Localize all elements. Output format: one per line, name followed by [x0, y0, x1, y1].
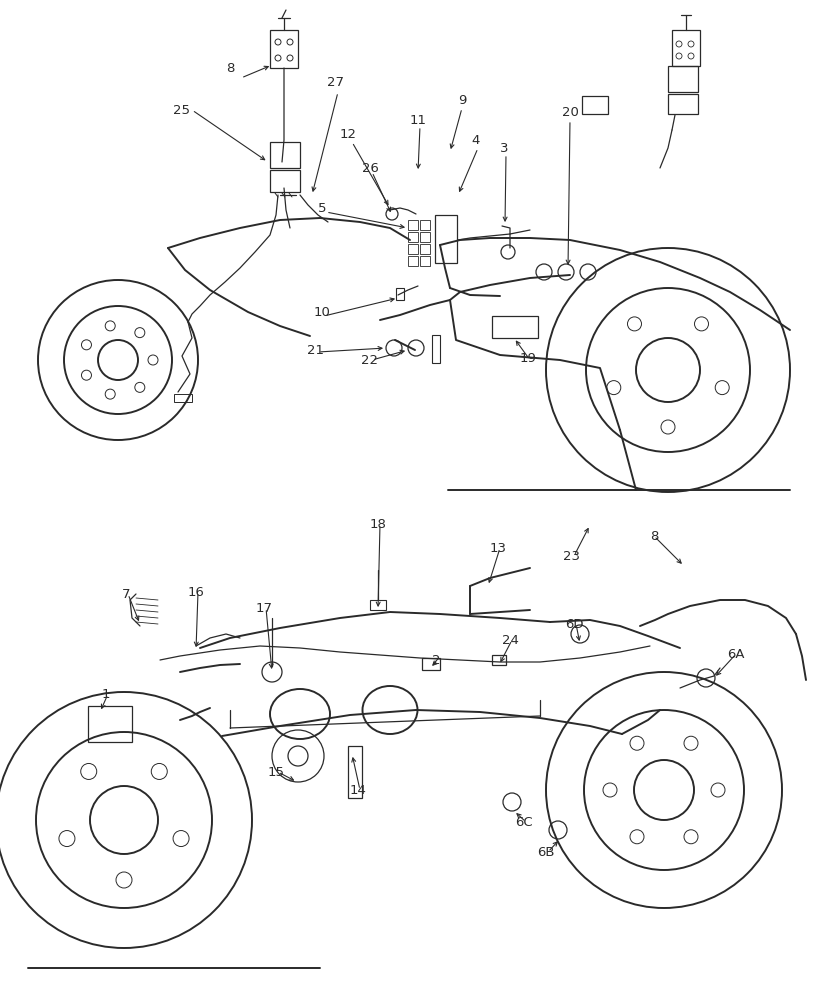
Bar [420, 220, 430, 230]
Text: 8: 8 [650, 530, 659, 542]
Bar [492, 655, 506, 665]
Bar [420, 256, 430, 266]
Bar [420, 244, 430, 254]
Bar [270, 170, 300, 192]
Bar [396, 288, 404, 300]
Text: 23: 23 [564, 550, 580, 562]
Text: 22: 22 [361, 354, 379, 366]
Text: 21: 21 [308, 344, 325, 357]
Bar [270, 142, 300, 168]
Text: 25: 25 [174, 104, 190, 116]
Bar [370, 600, 386, 610]
Bar [432, 335, 440, 363]
Text: 6B: 6B [537, 846, 555, 858]
Bar [668, 66, 698, 92]
Text: 26: 26 [361, 161, 379, 174]
Text: 6D: 6D [565, 617, 583, 631]
Bar [435, 215, 457, 263]
Bar [270, 30, 298, 68]
Bar [582, 96, 608, 114]
Text: 12: 12 [339, 128, 357, 141]
Text: 18: 18 [370, 518, 387, 530]
Text: 17: 17 [255, 601, 273, 614]
Text: 14: 14 [349, 784, 366, 796]
Bar [408, 256, 418, 266]
Text: 6A: 6A [727, 648, 745, 660]
Text: 5: 5 [317, 202, 326, 215]
Bar [422, 658, 440, 670]
Text: 24: 24 [502, 634, 518, 647]
Text: 11: 11 [410, 113, 427, 126]
Bar [668, 94, 698, 114]
Text: 15: 15 [268, 766, 285, 778]
Text: 3: 3 [499, 141, 508, 154]
Bar [672, 30, 700, 66]
Text: 19: 19 [520, 352, 536, 364]
Text: 10: 10 [313, 306, 330, 318]
Text: 8: 8 [226, 62, 234, 75]
Bar [492, 316, 538, 338]
Bar [174, 394, 192, 402]
Text: 4: 4 [472, 133, 480, 146]
Text: 27: 27 [326, 76, 344, 89]
Text: 6C: 6C [515, 816, 533, 828]
Text: 20: 20 [561, 105, 579, 118]
Bar [408, 244, 418, 254]
Text: 7: 7 [122, 587, 131, 600]
Text: 2: 2 [432, 654, 441, 666]
Bar [348, 746, 362, 798]
Text: 16: 16 [188, 585, 205, 598]
Bar [408, 220, 418, 230]
Bar [88, 706, 132, 742]
Text: 1: 1 [102, 688, 110, 700]
Text: 13: 13 [490, 542, 507, 554]
Bar [408, 232, 418, 242]
Bar [420, 232, 430, 242]
Text: 9: 9 [458, 94, 466, 106]
